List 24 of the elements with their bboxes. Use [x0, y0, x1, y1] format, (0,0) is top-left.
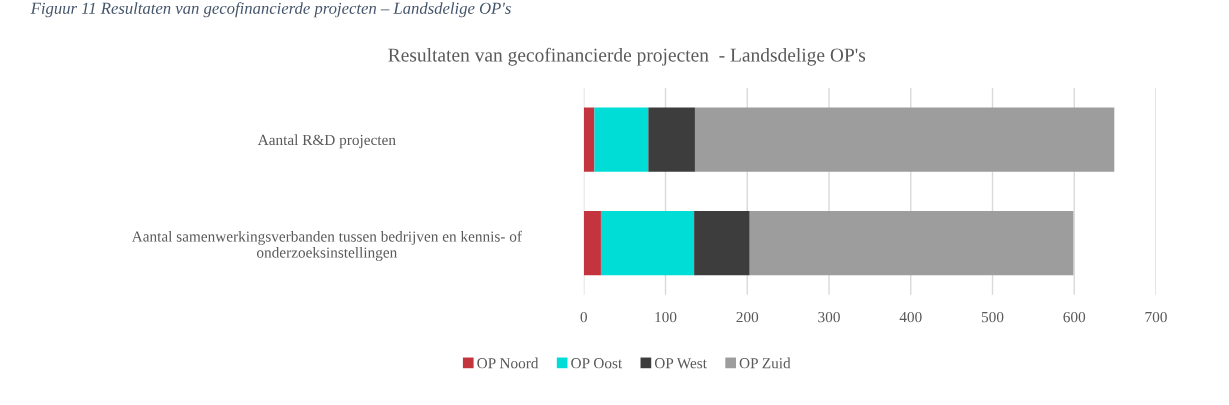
x-tick-label: 300: [818, 311, 840, 323]
bar: [694, 211, 750, 276]
x-tick-label: 0: [580, 311, 588, 323]
text: Figuur 11 Resultaten van gecofinancierde projecten – Landsdelige OP's: [30, 2, 511, 18]
bar: [600, 211, 695, 276]
y-tick-label: Aantal R&D projecten: [257, 134, 396, 149]
legend-label: OP Zuid: [739, 357, 791, 369]
legend-label: OP Oost: [571, 358, 623, 369]
x-tick-label: 600: [1063, 311, 1086, 323]
y-tick-label: Aantal samenwerkingsverbanden tussen bedrijven en kennis- of onderzoeksinstellingen: [131, 230, 522, 261]
legend-label: OP West: [654, 358, 707, 369]
bar: [583, 211, 601, 276]
bar: [694, 107, 1115, 172]
x-tick-label: 400: [899, 311, 922, 323]
chart-title: Resultaten van gecofinancierde projecten - Landsdelige OP's: [388, 47, 866, 66]
x-tick-label: 700: [1145, 311, 1167, 323]
x-tick-label: 500: [981, 311, 1004, 323]
bar: [594, 107, 649, 172]
bar: [583, 107, 595, 172]
legend-label: OP Noord: [477, 357, 539, 369]
x-tick-label: 100: [655, 311, 677, 323]
bar: [648, 107, 695, 172]
bar: [749, 211, 1074, 276]
x-tick-label: 200: [736, 311, 759, 323]
